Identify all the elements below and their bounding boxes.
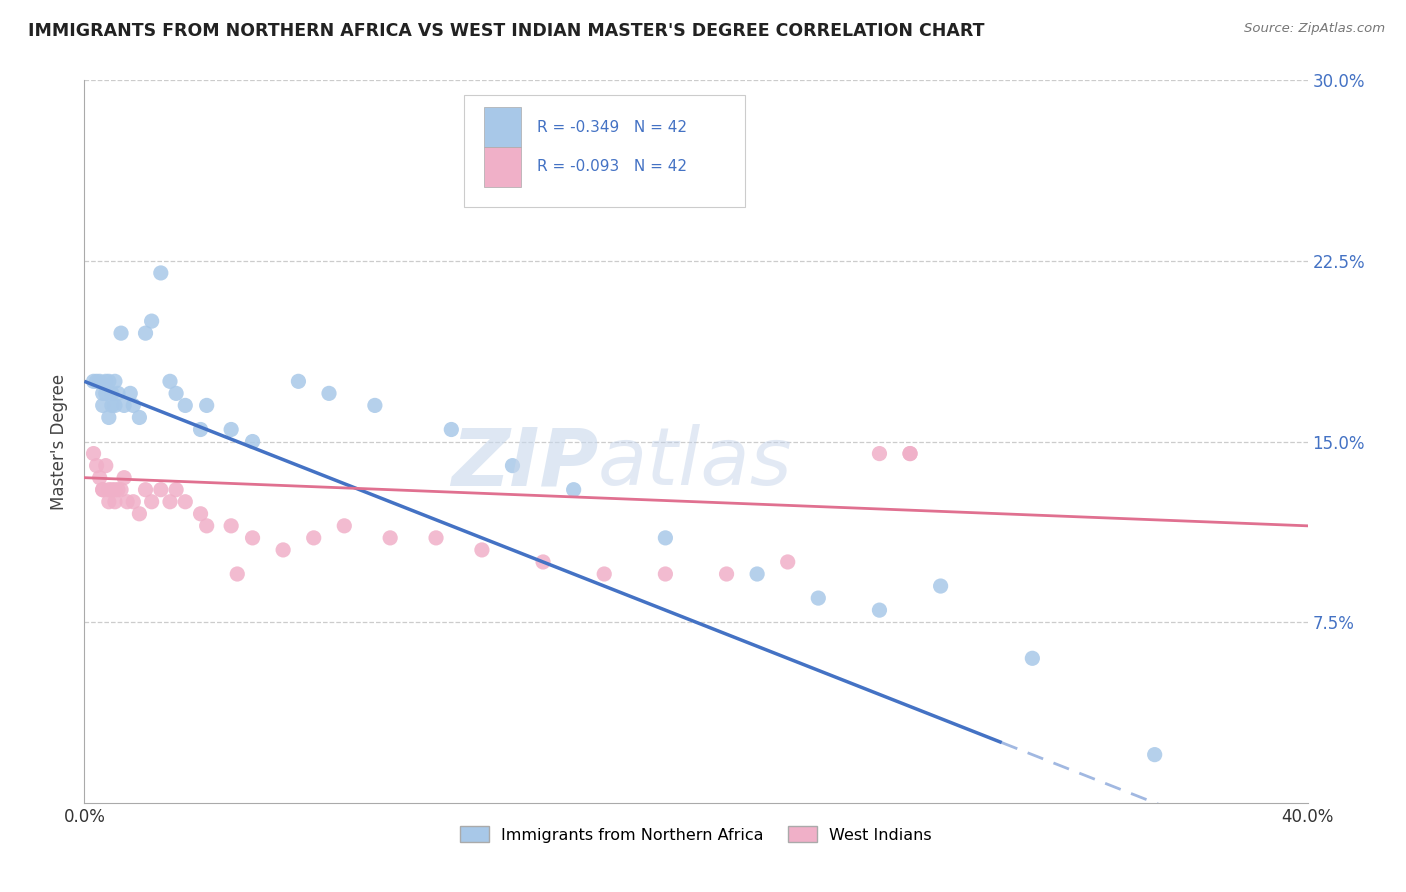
Point <box>91 386 114 401</box>
Point <box>122 398 145 412</box>
Point <box>190 507 212 521</box>
Point <box>141 314 163 328</box>
Point <box>91 483 114 497</box>
Point <box>271 542 294 557</box>
Text: Source: ZipAtlas.com: Source: ZipAtlas.com <box>1244 22 1385 36</box>
Text: IMMIGRANTS FROM NORTHERN AFRICA VS WEST INDIAN MASTER'S DEGREE CORRELATION CHART: IMMIGRANTS FROM NORTHERN AFRICA VS WEST … <box>28 22 984 40</box>
Point <box>531 555 554 569</box>
Point <box>174 398 197 412</box>
Point <box>869 603 891 617</box>
FancyBboxPatch shape <box>464 95 745 207</box>
Point <box>141 494 163 508</box>
Point <box>112 398 135 412</box>
Point <box>593 567 616 582</box>
Point <box>83 374 105 388</box>
Point <box>716 567 738 582</box>
Point <box>190 422 212 436</box>
Point <box>101 386 124 401</box>
Point <box>654 567 676 582</box>
Point <box>159 494 181 508</box>
Point <box>112 470 135 484</box>
Text: ZIP: ZIP <box>451 425 598 502</box>
Point <box>898 446 921 460</box>
Point <box>242 531 264 545</box>
Point <box>97 374 120 388</box>
Bar <box>484 147 522 186</box>
Point <box>929 579 952 593</box>
Point <box>89 374 111 388</box>
Point <box>149 266 172 280</box>
Point <box>364 398 387 412</box>
Point <box>747 567 769 582</box>
Point <box>502 458 524 473</box>
Point <box>94 458 117 473</box>
Point <box>94 374 117 388</box>
Point <box>226 567 249 582</box>
Point <box>120 386 142 401</box>
Point <box>86 374 108 388</box>
Point <box>122 494 145 508</box>
Point <box>104 483 127 497</box>
Point <box>89 470 111 484</box>
Point <box>159 374 181 388</box>
Point <box>440 422 463 436</box>
Text: R = -0.349   N = 42: R = -0.349 N = 42 <box>537 120 688 135</box>
Point <box>219 518 242 533</box>
Point <box>380 531 402 545</box>
Text: R = -0.093   N = 42: R = -0.093 N = 42 <box>537 160 688 175</box>
Point <box>776 555 799 569</box>
Point <box>107 483 129 497</box>
Point <box>1143 747 1166 762</box>
Point <box>318 386 340 401</box>
Point <box>94 386 117 401</box>
Point <box>104 374 127 388</box>
Point <box>128 410 150 425</box>
Legend: Immigrants from Northern Africa, West Indians: Immigrants from Northern Africa, West In… <box>454 820 938 849</box>
Point <box>91 483 114 497</box>
Point <box>107 386 129 401</box>
Point <box>654 531 676 545</box>
Point <box>242 434 264 449</box>
Point <box>165 483 187 497</box>
Y-axis label: Master's Degree: Master's Degree <box>51 374 69 509</box>
Point <box>174 494 197 508</box>
Point <box>898 446 921 460</box>
Point <box>219 422 242 436</box>
Point <box>149 483 172 497</box>
Point <box>110 483 132 497</box>
Point <box>128 507 150 521</box>
Point <box>471 542 494 557</box>
Point <box>97 494 120 508</box>
Point <box>91 398 114 412</box>
Point <box>333 518 356 533</box>
Point <box>562 483 585 497</box>
Point <box>104 398 127 412</box>
Point <box>104 494 127 508</box>
Point <box>1021 651 1043 665</box>
Point <box>165 386 187 401</box>
Point <box>101 398 124 412</box>
Point <box>110 326 132 340</box>
Point <box>302 531 325 545</box>
Point <box>97 410 120 425</box>
Text: atlas: atlas <box>598 425 793 502</box>
Point <box>86 458 108 473</box>
Point <box>115 494 138 508</box>
Point <box>195 518 218 533</box>
Point <box>135 326 157 340</box>
Point <box>135 483 157 497</box>
Point <box>101 483 124 497</box>
Point <box>869 446 891 460</box>
Bar <box>484 107 522 147</box>
Point <box>83 446 105 460</box>
Point <box>97 483 120 497</box>
Point <box>807 591 830 605</box>
Point <box>287 374 309 388</box>
Point <box>425 531 447 545</box>
Point <box>195 398 218 412</box>
